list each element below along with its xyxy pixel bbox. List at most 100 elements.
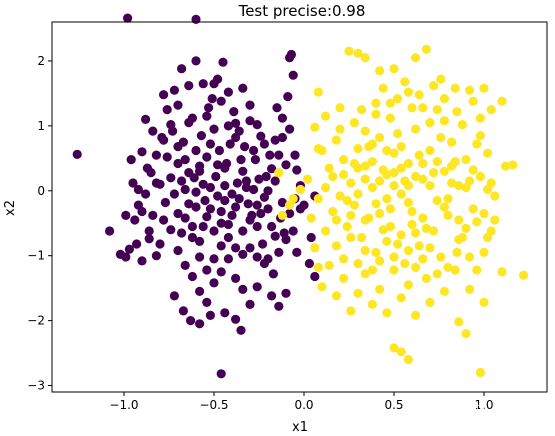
data-point-class-1: [306, 213, 316, 223]
data-point-class-1: [461, 182, 471, 193]
y-axis-label: x2: [3, 200, 18, 216]
data-point-class-0: [186, 316, 196, 326]
data-point-class-0: [159, 90, 169, 100]
data-point-class-1: [324, 260, 334, 270]
data-point-class-0: [216, 206, 226, 217]
data-point-class-1: [360, 215, 370, 225]
data-point-class-0: [238, 166, 248, 176]
data-point-class-1: [418, 254, 428, 264]
data-point-class-0: [202, 265, 212, 275]
data-point-class-1: [385, 98, 395, 108]
data-point-class-1: [418, 213, 428, 223]
data-point-class-0: [241, 176, 251, 186]
data-point-class-1: [321, 111, 331, 121]
data-point-class-0: [268, 269, 278, 279]
data-point-class-0: [128, 178, 138, 188]
data-point-class-1: [454, 234, 464, 245]
data-point-class-0: [231, 118, 241, 128]
x-tick-label: 0.5: [384, 398, 403, 412]
data-point-class-1: [418, 103, 428, 113]
data-point-class-0: [274, 301, 284, 311]
data-point-class-1: [452, 107, 462, 117]
data-point-class-1: [382, 145, 392, 156]
data-point-class-1: [432, 269, 442, 279]
data-point-class-1: [439, 94, 449, 104]
data-point-class-1: [454, 181, 464, 191]
data-point-class-1: [461, 329, 471, 339]
data-point-class-1: [310, 122, 320, 132]
data-point-class-0: [184, 199, 194, 209]
data-point-class-1: [367, 157, 377, 167]
data-point-class-0: [205, 139, 215, 149]
data-point-class-0: [240, 142, 250, 152]
data-point-class-1: [313, 262, 323, 272]
data-point-class-1: [425, 181, 435, 191]
data-point-class-1: [396, 230, 406, 240]
data-point-class-1: [396, 189, 406, 199]
data-point-class-0: [173, 142, 183, 152]
data-point-class-1: [375, 256, 385, 266]
data-point-class-0: [279, 228, 289, 238]
data-point-class-1: [425, 243, 435, 253]
data-point-class-1: [414, 150, 424, 160]
data-point-class-0: [205, 204, 215, 214]
data-point-class-0: [126, 155, 136, 165]
data-point-class-0: [288, 226, 298, 236]
data-point-class-1: [396, 347, 406, 357]
data-point-class-0: [299, 200, 309, 210]
data-point-class-0: [155, 239, 165, 249]
data-point-class-1: [339, 155, 349, 165]
data-point-class-1: [324, 163, 334, 173]
data-point-class-1: [479, 83, 489, 93]
data-point-class-0: [187, 113, 197, 123]
data-point-class-0: [238, 226, 248, 236]
data-point-class-0: [216, 96, 226, 106]
data-point-class-0: [263, 204, 273, 214]
data-point-class-0: [162, 105, 172, 115]
data-point-class-0: [180, 260, 190, 270]
data-point-class-1: [382, 236, 392, 246]
y-tick-label: −1: [27, 249, 45, 263]
data-point-class-0: [144, 226, 154, 236]
data-point-class-0: [198, 79, 208, 89]
data-point-class-0: [256, 131, 266, 141]
data-point-class-0: [310, 271, 320, 282]
data-point-class-0: [306, 232, 316, 243]
data-point-class-1: [385, 113, 395, 123]
data-point-class-0: [238, 83, 248, 93]
data-point-class-1: [367, 299, 377, 309]
data-point-class-0: [184, 168, 194, 178]
data-point-class-0: [259, 139, 269, 149]
data-point-class-0: [141, 114, 151, 124]
data-point-class-0: [166, 173, 176, 183]
plot-area-frame: [51, 21, 548, 393]
data-point-class-0: [213, 191, 223, 201]
data-point-class-1: [468, 204, 478, 214]
data-point-class-1: [403, 280, 413, 290]
data-point-class-1: [360, 126, 370, 136]
data-point-class-0: [148, 126, 158, 136]
data-point-class-1: [421, 273, 431, 283]
data-point-class-1: [425, 297, 435, 307]
data-point-class-1: [501, 161, 511, 171]
data-point-class-0: [238, 249, 248, 259]
data-point-class-0: [277, 132, 287, 143]
data-point-class-0: [133, 184, 143, 195]
data-point-class-0: [177, 176, 187, 186]
data-point-class-1: [418, 174, 428, 184]
data-point-class-0: [252, 120, 262, 130]
data-point-class-0: [227, 189, 237, 199]
data-point-class-0: [205, 310, 215, 320]
data-point-class-1: [447, 161, 457, 171]
data-point-class-0: [225, 139, 235, 149]
data-point-class-0: [142, 163, 152, 173]
data-point-class-1: [339, 273, 349, 283]
data-point-class-1: [342, 221, 352, 232]
data-point-class-1: [468, 165, 478, 175]
data-point-class-1: [313, 144, 323, 154]
data-point-class-1: [328, 171, 338, 182]
data-point-class-1: [375, 132, 385, 143]
data-point-class-1: [389, 64, 399, 74]
data-point-class-0: [195, 252, 205, 262]
data-point-class-0: [216, 241, 226, 251]
